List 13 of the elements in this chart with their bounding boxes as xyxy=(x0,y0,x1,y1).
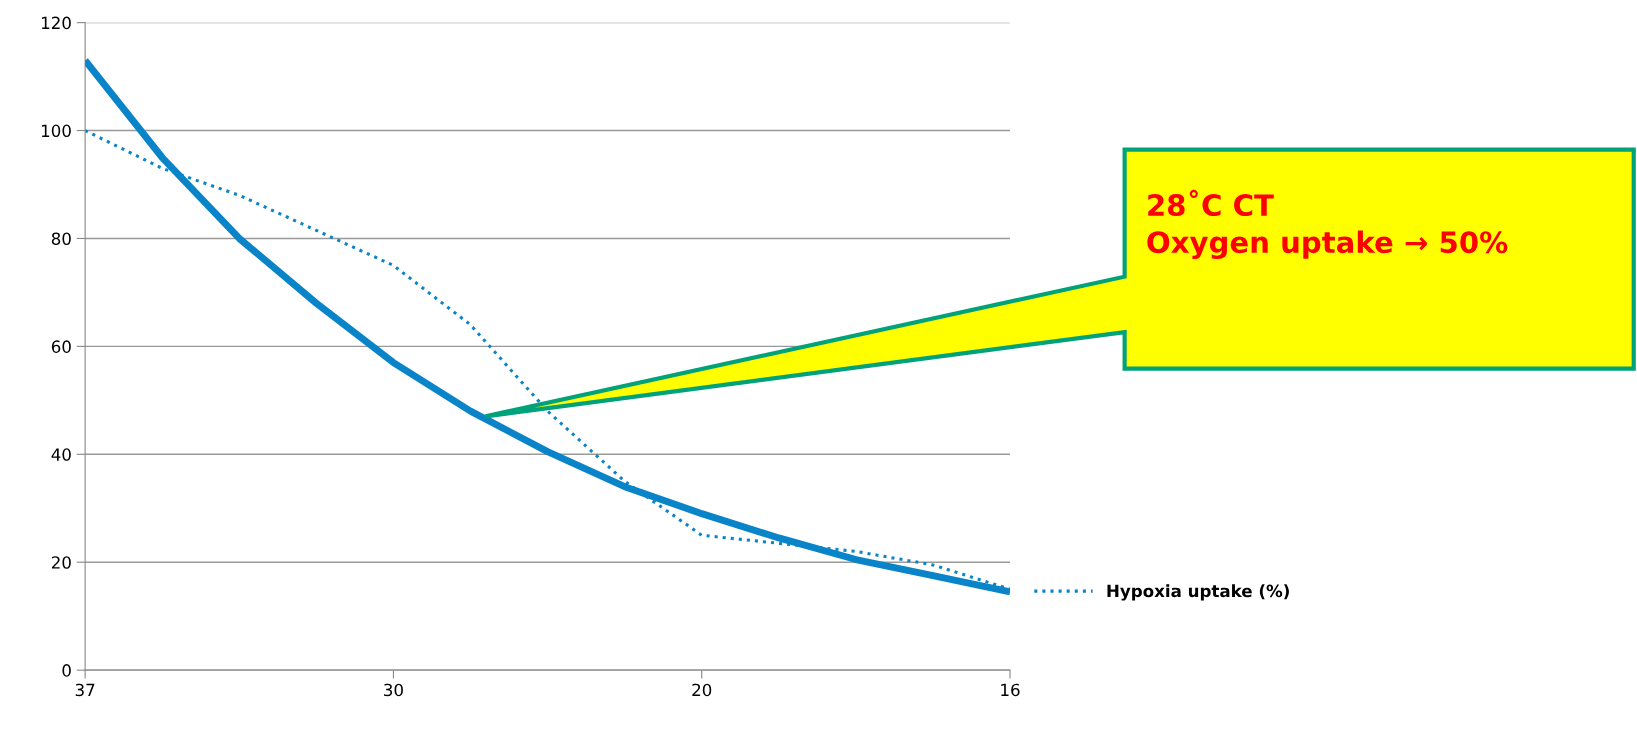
y-tick-label: 0 xyxy=(62,664,71,677)
y-tick-label: 60 xyxy=(51,340,71,353)
y-tick-label: 80 xyxy=(51,232,71,246)
x-tick-label: 37 xyxy=(75,683,95,697)
x-tick-label: 20 xyxy=(692,683,712,697)
x-tick-label: 30 xyxy=(384,683,403,697)
y-tick-label: 120 xyxy=(41,16,71,30)
legend-label: Hypoxia uptake (%) xyxy=(1107,584,1289,601)
text: 28˚C CT Oxygen uptake → 50% xyxy=(1147,189,1508,260)
y-tick-label: 20 xyxy=(51,556,71,569)
x-tick-label: 16 xyxy=(1001,683,1020,697)
y-tick-label: 100 xyxy=(41,124,71,138)
y-tick-label: 40 xyxy=(51,448,71,461)
